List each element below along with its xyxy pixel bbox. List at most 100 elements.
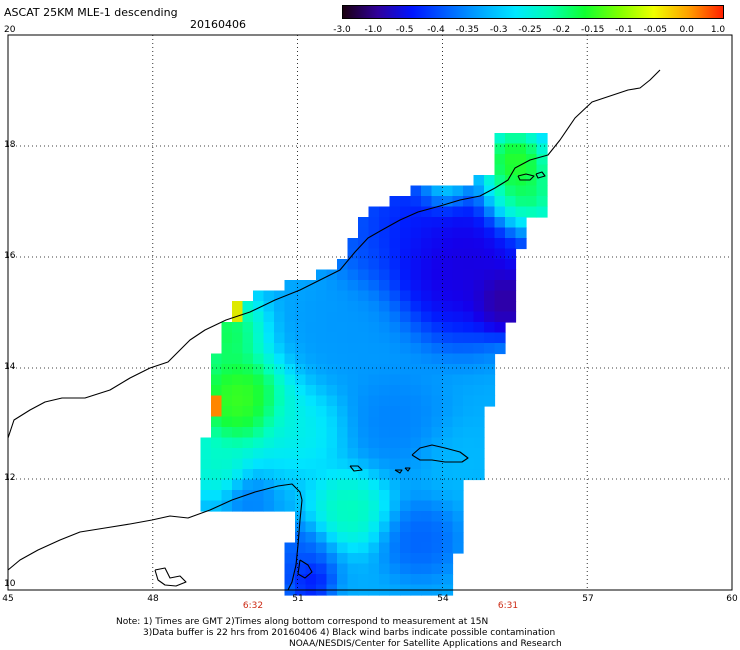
swath-cell — [211, 479, 223, 491]
coastline-segment — [297, 559, 313, 579]
swath-cell — [410, 385, 422, 397]
swath-cell — [274, 448, 286, 460]
swath-cell — [410, 311, 422, 323]
swath-cell — [295, 479, 307, 491]
swath-cell — [431, 395, 443, 407]
swath-cell — [253, 364, 265, 376]
swath-cell — [421, 416, 433, 428]
swath-cell — [431, 374, 443, 386]
swath-cell — [389, 364, 401, 376]
swath-cell — [232, 364, 244, 376]
swath-cell — [494, 143, 506, 155]
swath-cell — [368, 353, 380, 365]
swath-cell — [452, 217, 464, 229]
swath-cell — [515, 154, 527, 166]
swath-cell — [410, 364, 422, 376]
swath-cell — [263, 458, 275, 470]
swath-cell — [263, 395, 275, 407]
swath-cell — [410, 395, 422, 407]
swath-cell — [305, 280, 317, 292]
swath-cell — [389, 385, 401, 397]
swath-cell — [326, 416, 338, 428]
swath-cell — [452, 238, 464, 250]
swath-cell — [400, 227, 412, 239]
swath-cell — [242, 332, 254, 344]
swath-cell — [305, 553, 317, 565]
swath-cell — [410, 437, 422, 449]
swath-cell — [389, 353, 401, 365]
swath-cell — [326, 290, 338, 302]
swath-cell — [484, 322, 496, 334]
swath-cell — [431, 290, 443, 302]
swath-cell — [295, 280, 307, 292]
swath-cell — [463, 269, 475, 281]
swath-cell — [347, 280, 359, 292]
swath-cell — [326, 301, 338, 313]
swath-cell — [263, 311, 275, 323]
swath-cell — [253, 427, 265, 439]
swath-cell — [316, 385, 328, 397]
swath-cell — [463, 437, 475, 449]
swath-cell — [526, 175, 538, 187]
swath-cell — [253, 343, 265, 355]
swath-cell — [452, 427, 464, 439]
swath-cell — [358, 458, 370, 470]
swath-cell — [536, 185, 548, 197]
swath-cell — [284, 364, 296, 376]
swath-cell — [410, 332, 422, 344]
latitude-label: 10 — [4, 579, 16, 589]
swath-cell — [253, 458, 265, 470]
swath-cell — [379, 500, 391, 512]
swath-cell — [284, 406, 296, 418]
swath-cell — [421, 353, 433, 365]
swath-cell — [337, 353, 349, 365]
swath-cell — [410, 511, 422, 523]
swath-cell — [389, 343, 401, 355]
swath-cell — [421, 437, 433, 449]
swath-cell — [316, 448, 328, 460]
swath-cell — [316, 332, 328, 344]
swath-cell — [421, 385, 433, 397]
swath-cell — [473, 416, 485, 428]
swath-cell — [295, 469, 307, 481]
swath-cell — [494, 280, 506, 292]
swath-cell — [463, 217, 475, 229]
swath-cell — [358, 521, 370, 533]
swath-cell — [400, 437, 412, 449]
swath-cell — [379, 238, 391, 250]
swath-cell — [442, 269, 454, 281]
swath-cell — [368, 374, 380, 386]
swath-cell — [389, 448, 401, 460]
swath-cell — [242, 395, 254, 407]
swath-cell — [232, 416, 244, 428]
swath-cell — [253, 374, 265, 386]
swath-cell — [284, 458, 296, 470]
swath-cell — [347, 490, 359, 502]
swath-cell — [431, 353, 443, 365]
swath-cell — [410, 563, 422, 575]
swath-cell — [211, 490, 223, 502]
swath-cell — [295, 343, 307, 355]
swath-cell — [211, 364, 223, 376]
swath-cell — [295, 290, 307, 302]
swath-cell — [452, 469, 464, 481]
swath-cell — [442, 458, 454, 470]
swath-cell — [410, 469, 422, 481]
swath-cell — [389, 563, 401, 575]
swath-cell — [463, 364, 475, 376]
swath-cell — [368, 416, 380, 428]
swath-cell — [337, 280, 349, 292]
swath-cell — [274, 406, 286, 418]
swath-cell — [431, 385, 443, 397]
swath-cell — [316, 311, 328, 323]
swath-cell — [253, 469, 265, 481]
swath-cell — [494, 175, 506, 187]
swath-cell — [232, 479, 244, 491]
swath-cell — [389, 227, 401, 239]
swath-cell — [421, 395, 433, 407]
swath-cell — [494, 133, 506, 145]
swath-cell — [421, 322, 433, 334]
swath-cell — [400, 427, 412, 439]
swath-cell — [253, 416, 265, 428]
swath-cell — [368, 542, 380, 554]
